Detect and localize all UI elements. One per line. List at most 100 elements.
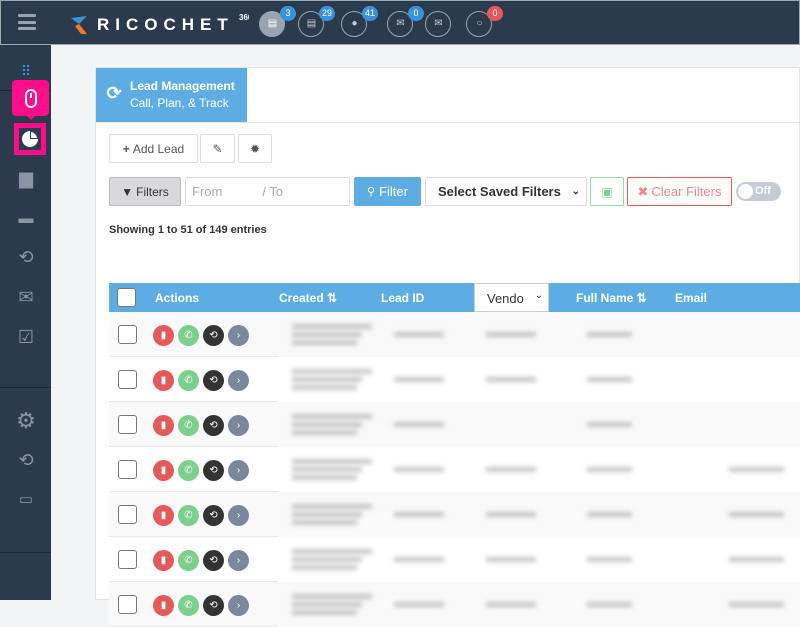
blurred-cell — [587, 602, 632, 607]
refresh-icon: ⟳ — [106, 83, 122, 103]
notification-open-mail[interactable]: ✉ — [425, 11, 451, 37]
date-range-input[interactable]: From / To — [185, 177, 350, 206]
contacts-folder-icon[interactable]: ▆ — [19, 167, 33, 188]
row-checkbox[interactable] — [118, 550, 137, 569]
edit-button[interactable]: ✎ — [200, 134, 235, 163]
history-button[interactable]: ⟲ — [203, 370, 224, 391]
history-button[interactable]: ⟲ — [203, 325, 224, 346]
history-icon: ⟲ — [209, 600, 218, 611]
open-button[interactable]: › — [228, 595, 249, 616]
settings-button[interactable]: ✹ — [238, 134, 272, 163]
clear-filters-button[interactable]: ✖ Clear Filters — [627, 177, 732, 206]
notification-chat[interactable]: ● 41 — [341, 6, 379, 37]
share-2-icon[interactable]: ⟲ — [18, 449, 34, 470]
delete-button[interactable]: ▮ — [153, 595, 174, 616]
delete-button[interactable]: ▮ — [153, 415, 174, 436]
mail-icon[interactable]: ✉ — [18, 286, 34, 307]
history-icon: ⟲ — [209, 465, 218, 476]
blurred-cell — [729, 512, 784, 517]
call-button[interactable]: ✆ — [178, 460, 199, 481]
row-checkbox[interactable] — [118, 415, 137, 434]
col-full-name[interactable]: Full Name ⇅ — [576, 291, 647, 305]
share-icon[interactable]: ⟲ — [18, 246, 34, 267]
funnel-icon: ▼ — [121, 184, 134, 199]
blurred-cell — [587, 422, 632, 427]
call-button[interactable]: ✆ — [178, 595, 199, 616]
open-button[interactable]: › — [228, 460, 249, 481]
history-icon: ⟲ — [209, 510, 218, 521]
blurred-cell — [486, 332, 536, 337]
delete-button[interactable]: ▮ — [153, 370, 174, 391]
col-actions: Actions — [155, 291, 200, 305]
row-checkbox[interactable] — [118, 460, 137, 479]
open-button[interactable]: › — [228, 550, 249, 571]
delete-button[interactable]: ▮ — [153, 550, 174, 571]
history-icon: ⟲ — [209, 330, 218, 341]
filters-button[interactable]: ▼ Filters — [109, 177, 181, 206]
sidebar-item-mouse[interactable] — [12, 80, 49, 116]
blurred-cell — [587, 557, 632, 562]
brand-sup: 360 — [239, 13, 249, 22]
logo: RICOCHET 360 — [69, 12, 249, 38]
delete-button[interactable]: ▮ — [153, 460, 174, 481]
history-button[interactable]: ⟲ — [203, 415, 224, 436]
history-button[interactable]: ⟲ — [203, 595, 224, 616]
blurred-cell — [292, 594, 372, 599]
row-checkbox[interactable] — [118, 325, 137, 344]
notification-voicemail[interactable]: ▤ 3 — [259, 6, 296, 37]
blurred-cell — [394, 422, 444, 427]
select-all-checkbox[interactable] — [117, 288, 136, 307]
open-button[interactable]: › — [228, 370, 249, 391]
notification-voicemail[interactable]: ▤ 29 — [298, 6, 336, 37]
row-checkbox[interactable] — [118, 505, 137, 524]
messages-icon[interactable]: ▬ — [18, 209, 34, 227]
search-icon: ⚲ — [367, 186, 376, 198]
blurred-cell — [292, 549, 372, 554]
saved-filters-select[interactable]: Select Saved Filters ⌄ — [425, 177, 587, 206]
sidebar-item-reports[interactable] — [14, 123, 46, 155]
col-created[interactable]: Created ⇅ — [279, 291, 338, 305]
blurred-cell — [292, 377, 362, 382]
tasks-check-icon[interactable]: ☑ — [17, 326, 35, 347]
call-icon: ✆ — [184, 330, 193, 341]
call-icon: ✆ — [184, 600, 193, 611]
open-button[interactable]: › — [228, 415, 249, 436]
notification-mail[interactable]: ✉ 0 — [387, 6, 424, 37]
vendor-select[interactable]: Vendo ⌄ — [474, 283, 549, 312]
open-icon: › — [236, 555, 241, 566]
dialpad-icon[interactable]: ⠿ — [20, 62, 32, 79]
toggle-switch[interactable]: Off — [736, 182, 781, 201]
open-icon: › — [236, 420, 241, 431]
blurred-cell — [587, 467, 632, 472]
settings-gear-icon[interactable]: ⚙ — [16, 410, 36, 432]
row-checkbox[interactable] — [118, 595, 137, 614]
open-icon: › — [236, 510, 241, 521]
call-button[interactable]: ✆ — [178, 370, 199, 391]
clear-filters-label: Clear Filters — [651, 184, 722, 199]
notification-comment[interactable]: ○ 0 — [466, 6, 503, 37]
history-button[interactable]: ⟲ — [203, 505, 224, 526]
close-icon: ✖ — [637, 183, 649, 199]
delete-button[interactable]: ▮ — [153, 325, 174, 346]
menu-icon[interactable] — [18, 14, 36, 30]
history-button[interactable]: ⟲ — [203, 550, 224, 571]
entries-info: Showing 1 to 51 of 149 entries — [109, 224, 267, 236]
blurred-cell — [394, 512, 444, 517]
call-button[interactable]: ✆ — [178, 325, 199, 346]
open-button[interactable]: › — [228, 505, 249, 526]
blurred-cell — [292, 475, 357, 480]
open-button[interactable]: › — [228, 325, 249, 346]
toggle-label: Off — [755, 185, 771, 197]
delete-button[interactable]: ▮ — [153, 505, 174, 526]
add-lead-button[interactable]: + Add Lead — [109, 134, 198, 163]
tab-lead-management[interactable]: ⟳ Lead Management Call, Plan, & Track — [96, 68, 247, 122]
history-button[interactable]: ⟲ — [203, 460, 224, 481]
save-filter-button[interactable]: ▣ — [590, 177, 624, 206]
call-button[interactable]: ✆ — [178, 415, 199, 436]
filter-button[interactable]: ⚲ Filter — [354, 177, 421, 206]
row-checkbox[interactable] — [118, 370, 137, 389]
call-button[interactable]: ✆ — [178, 550, 199, 571]
call-button[interactable]: ✆ — [178, 505, 199, 526]
monitor-icon[interactable]: ▭ — [18, 491, 34, 508]
blurred-cell — [292, 565, 357, 570]
